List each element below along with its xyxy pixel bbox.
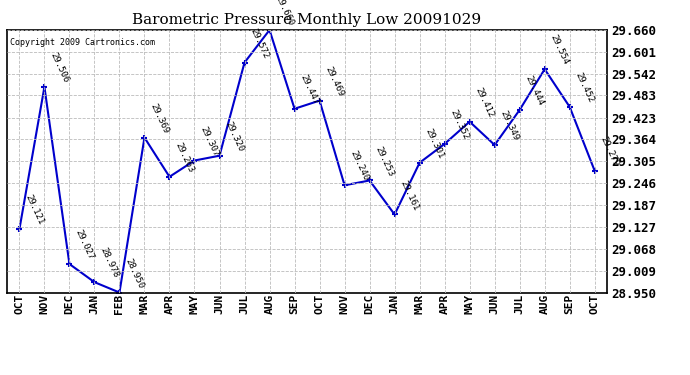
Text: 29.352: 29.352 bbox=[448, 108, 471, 141]
Text: 29.027: 29.027 bbox=[74, 228, 95, 261]
Text: 29.660: 29.660 bbox=[274, 0, 295, 27]
Text: 29.369: 29.369 bbox=[148, 102, 170, 135]
Text: 29.572: 29.572 bbox=[248, 27, 270, 60]
Text: 29.444: 29.444 bbox=[524, 74, 546, 107]
Text: 29.263: 29.263 bbox=[174, 141, 195, 174]
Text: 29.161: 29.161 bbox=[399, 178, 420, 212]
Text: 29.279: 29.279 bbox=[599, 135, 620, 168]
Text: 29.349: 29.349 bbox=[499, 109, 520, 142]
Text: Copyright 2009 Cartronics.com: Copyright 2009 Cartronics.com bbox=[10, 38, 155, 47]
Text: 29.320: 29.320 bbox=[224, 120, 246, 153]
Title: Barometric Pressure Monthly Low 20091029: Barometric Pressure Monthly Low 20091029 bbox=[132, 13, 482, 27]
Text: 29.469: 29.469 bbox=[324, 65, 346, 98]
Text: 29.452: 29.452 bbox=[574, 71, 595, 104]
Text: 29.253: 29.253 bbox=[374, 145, 395, 178]
Text: 28.950: 28.950 bbox=[124, 257, 146, 290]
Text: 29.301: 29.301 bbox=[424, 127, 446, 160]
Text: 29.121: 29.121 bbox=[23, 194, 46, 226]
Text: 29.240: 29.240 bbox=[348, 150, 371, 183]
Text: 29.447: 29.447 bbox=[299, 73, 320, 106]
Text: 28.978: 28.978 bbox=[99, 246, 120, 279]
Text: 29.307: 29.307 bbox=[199, 125, 220, 158]
Text: 29.554: 29.554 bbox=[549, 33, 571, 66]
Text: 29.506: 29.506 bbox=[48, 51, 70, 84]
Text: 29.412: 29.412 bbox=[474, 86, 495, 119]
